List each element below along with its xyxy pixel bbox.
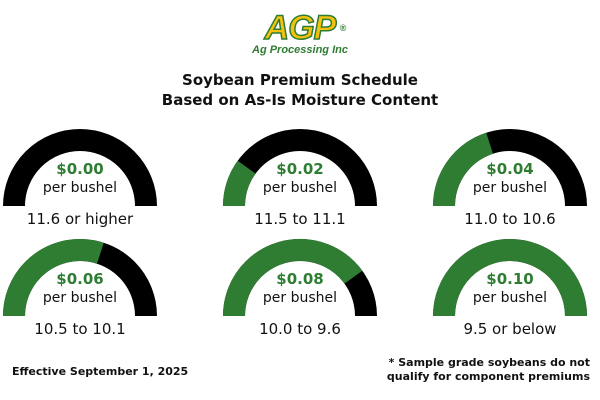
gauge-fill bbox=[3, 239, 104, 317]
registered-mark: ® bbox=[339, 23, 347, 33]
agp-logo-mark: AGP ® bbox=[264, 9, 346, 47]
premium-gauge-3: $0.04 per bushel 11.0 to 10.6 bbox=[430, 128, 590, 236]
premium-gauge-1: $0.00 per bushel 11.6 or higher bbox=[0, 128, 160, 236]
gauge-fill bbox=[223, 160, 256, 207]
gauge-arc bbox=[433, 129, 587, 207]
premium-gauge-6: $0.10 per bushel 9.5 or below bbox=[430, 238, 590, 346]
premium-value: $0.08 bbox=[276, 270, 324, 288]
gauge-arc bbox=[223, 239, 377, 317]
gauge-track bbox=[3, 129, 157, 207]
moisture-range: 10.5 to 10.1 bbox=[34, 320, 126, 338]
moisture-range: 11.6 or higher bbox=[26, 210, 134, 228]
gauge-arc bbox=[223, 129, 377, 207]
gauge-fill bbox=[223, 239, 363, 317]
agp-logo: AGP ® Ag Processing Inc bbox=[0, 9, 600, 56]
premium-unit: per bushel bbox=[262, 290, 338, 306]
logo-wordmark: AGP bbox=[264, 9, 337, 47]
page-subtitle: Based on As-Is Moisture Content bbox=[161, 91, 439, 109]
premium-gauge-4: $0.06 per bushel 10.5 to 10.1 bbox=[0, 238, 160, 346]
premium-unit: per bushel bbox=[42, 180, 118, 196]
footnote: * Sample grade soybeans do not qualify f… bbox=[370, 356, 590, 384]
page-title: Soybean Premium Schedule bbox=[182, 71, 418, 89]
logo-company-name: Ag Processing Inc bbox=[252, 44, 348, 56]
premium-unit: per bushel bbox=[472, 180, 548, 196]
gauge-arc bbox=[433, 239, 587, 317]
premium-unit: per bushel bbox=[262, 180, 338, 196]
gauge-fill bbox=[433, 132, 494, 207]
moisture-range: 11.0 to 10.6 bbox=[464, 210, 556, 228]
premium-unit: per bushel bbox=[472, 290, 548, 306]
gauge-arc bbox=[3, 129, 157, 207]
premium-value: $0.06 bbox=[56, 270, 104, 288]
premium-gauge-5: $0.08 per bushel 10.0 to 9.6 bbox=[220, 238, 380, 346]
premium-value: $0.10 bbox=[486, 270, 534, 288]
effective-date: Effective September 1, 2025 bbox=[12, 365, 189, 378]
premium-gauge-2: $0.02 per bushel 11.5 to 11.1 bbox=[220, 128, 380, 236]
moisture-range: 9.5 or below bbox=[463, 320, 557, 338]
footnote-line-1: * Sample grade soybeans do not bbox=[388, 356, 590, 369]
moisture-range: 11.5 to 11.1 bbox=[254, 210, 346, 228]
premium-value: $0.00 bbox=[56, 160, 104, 178]
moisture-range: 10.0 to 9.6 bbox=[259, 320, 341, 338]
premium-unit: per bushel bbox=[42, 290, 118, 306]
premium-value: $0.04 bbox=[486, 160, 534, 178]
premium-value: $0.02 bbox=[276, 160, 324, 178]
footnote-line-2: qualify for component premiums bbox=[386, 370, 590, 383]
gauge-arc bbox=[3, 239, 157, 317]
gauge-fill bbox=[433, 239, 587, 317]
